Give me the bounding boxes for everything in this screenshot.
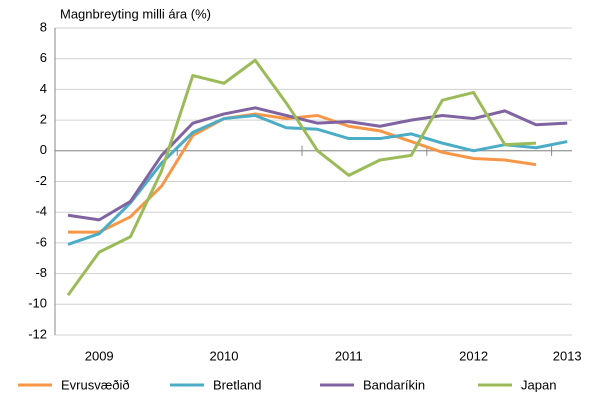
y-tick-label: 4 [40, 81, 47, 96]
series-line [68, 112, 537, 234]
x-tick-label: 2012 [459, 348, 488, 363]
legend-label: Bretland [213, 377, 261, 392]
y-tick-label: -8 [35, 265, 47, 280]
y-tick-label: 2 [40, 112, 47, 127]
y-tick-label: 8 [40, 19, 47, 34]
y-tick-label: -4 [35, 204, 47, 219]
chart-title: Magnbreyting milli ára (%) [60, 6, 211, 21]
legend-label: Bandaríkin [363, 377, 425, 392]
x-tick-label: 2013 [553, 348, 582, 363]
legend-label: Evrusvæðið [61, 377, 130, 392]
series-line [67, 106, 568, 222]
x-tick-label: 2010 [210, 348, 239, 363]
y-tick-label: 6 [40, 50, 47, 65]
x-tick-label: 2009 [85, 348, 114, 363]
y-tick-label: -12 [28, 326, 47, 341]
y-tick-label: -10 [28, 296, 47, 311]
series-line [66, 58, 537, 296]
x-tick-label: 2011 [335, 348, 363, 363]
legend-label: Japan [521, 377, 556, 392]
y-tick-label: -6 [35, 234, 47, 249]
y-tick-label: -2 [35, 173, 47, 188]
series-line [67, 113, 568, 246]
y-tick-label: 0 [40, 142, 47, 157]
